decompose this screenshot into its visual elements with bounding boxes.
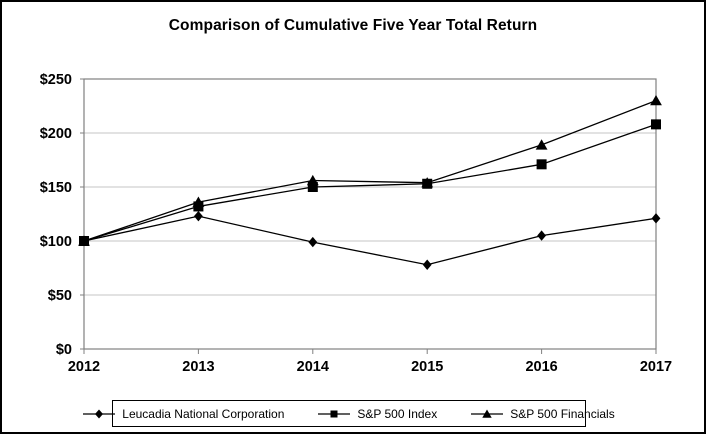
diamond-marker — [79, 235, 89, 247]
square-marker — [193, 201, 204, 212]
y-axis-tick-label: $200 — [40, 126, 72, 142]
series-line — [83, 215, 657, 266]
diamond-marker-icon — [83, 409, 116, 418]
square-marker — [536, 159, 547, 170]
diamond-marker — [651, 213, 661, 224]
legend-entry-leucadia: Leucadia National Corporation — [83, 407, 284, 421]
x-axis-tick-label: 2014 — [297, 359, 329, 375]
diamond-marker — [308, 236, 318, 248]
square-marker-icon — [318, 410, 351, 417]
x-axis-tick-label: 2016 — [525, 359, 557, 375]
square-marker — [307, 182, 318, 192]
y-axis-tick-label: $50 — [48, 288, 72, 304]
x-axis-tick-label: 2012 — [68, 359, 100, 375]
legend: Leucadia National Corporation S&P 500 In… — [83, 400, 615, 427]
diamond-marker — [537, 230, 546, 241]
series-square — [79, 119, 661, 246]
triangle-marker-icon — [471, 409, 504, 418]
plot-frame — [83, 78, 657, 350]
triangle-marker — [535, 139, 548, 150]
x-axis-tick-label: 2017 — [640, 359, 672, 375]
y-axis-tick-label: $250 — [40, 72, 72, 88]
diamond-marker — [422, 259, 432, 270]
legend-entry-sp500-financials: S&P 500 Financials — [471, 407, 615, 421]
y-axis-tick-label: $100 — [40, 234, 72, 250]
series-line — [83, 99, 657, 242]
series-line — [83, 123, 657, 242]
x-axis-tick-label: 2015 — [411, 359, 443, 375]
square-marker — [422, 178, 433, 189]
diamond-marker — [194, 210, 203, 222]
legend-label: S&P 500 Financials — [510, 406, 615, 421]
legend-entry-sp500-index: S&P 500 Index — [318, 407, 437, 421]
triangle-marker — [650, 95, 662, 106]
y-axis-tick-label: $150 — [40, 180, 72, 196]
y-axis-tick-label: $0 — [56, 342, 72, 358]
square-marker — [651, 119, 661, 130]
line-chart-plot-area: $0 $50 $100 $150 $200 $250 2012 2013 2014 2015 201… — [40, 72, 672, 375]
legend-label: S&P 500 Index — [357, 406, 438, 421]
x-axis-tick-label: 2013 — [182, 359, 214, 375]
legend-label: Leucadia National Corporation — [122, 406, 285, 421]
chart-title: Comparison of Cumulative Five Year Total… — [168, 17, 538, 34]
series-diamond — [79, 210, 661, 270]
